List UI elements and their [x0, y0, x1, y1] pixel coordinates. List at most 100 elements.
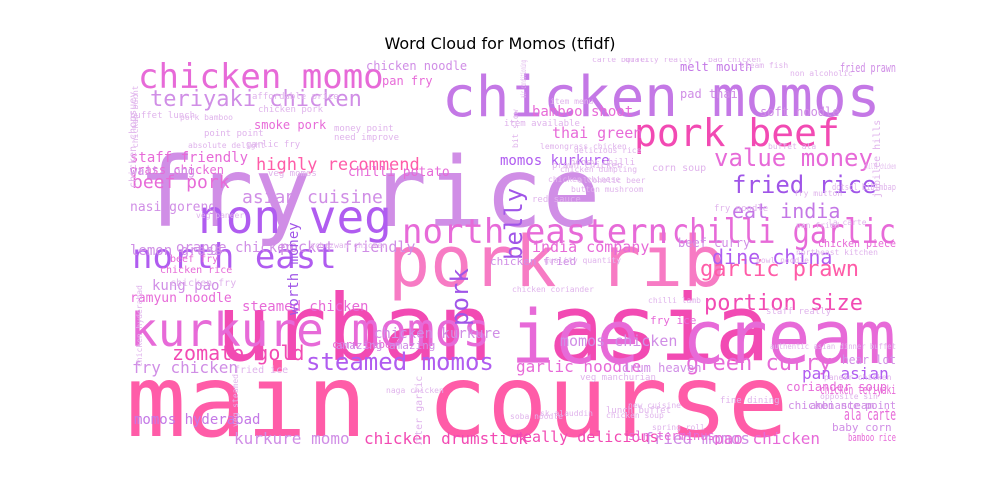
word-soba-noodle: soba noodle	[510, 412, 563, 421]
word-money-point: money point	[334, 124, 394, 134]
word-butter-garlic: butter garlic	[414, 376, 425, 445]
word-authentic-asian-dinner-buffet: authentic asian dinner buffet	[770, 342, 896, 351]
word-smoke-pork: smoke pork	[254, 118, 327, 132]
word-pork: pork	[446, 268, 474, 326]
word-chilli-potato: chilli potato	[348, 165, 450, 180]
word-chicken-chopsuey: chicken chopsuey	[128, 92, 139, 188]
word-pocket-friendly: pocket friendly	[280, 238, 415, 256]
word-ala-carte: ala carte	[844, 405, 896, 424]
word-green-curry: green curry	[686, 351, 832, 376]
word-fine-dining: fine dining	[720, 396, 780, 406]
word-urban-asia: urban asia	[216, 275, 770, 382]
word-fry-rice: fry rice	[138, 137, 600, 249]
word-chicken-fry: chicken fry	[170, 278, 236, 289]
word-fry-ice: fry ice	[650, 314, 696, 327]
word-really-delicious: really delicious	[514, 428, 659, 445]
word-jubilee-hills: jubilee hills	[872, 120, 883, 198]
word-fried-ice: fried ice	[234, 365, 288, 376]
word-chicken-pork: chicken pork	[258, 105, 324, 115]
word-ramyun-noodle: ramyun noodle	[130, 291, 232, 306]
word-veg-steamed: veg steamed	[231, 374, 240, 427]
word-pork-bamboo: pork bamboo	[180, 113, 233, 122]
word-garlic-fry: garlic fry	[246, 140, 301, 150]
word-melt-mouth: melt mouth	[680, 60, 752, 74]
word-staff-really: staff really	[766, 307, 832, 317]
word-chilli-lamb: chilli lamb	[648, 296, 701, 305]
word-bit-slow: bit slow	[511, 109, 520, 148]
word-chicken-soup: chicken soup	[606, 411, 664, 420]
word-ambiance-point: ambiance point	[810, 399, 896, 412]
word-corn-cube: corn cube	[332, 338, 392, 351]
word-bowl-noodle: bowl noodle	[756, 256, 809, 265]
word-fry-noodle: fry noodle	[714, 204, 768, 214]
word-spring-roll: spring roll	[652, 423, 705, 432]
word-lemongrass-chicken: lemongrass chicken	[540, 142, 627, 151]
word-garlic-prawn: garlic prawn	[700, 257, 859, 282]
word-veg-manchurian: veg manchurian	[580, 373, 656, 383]
word-ice-cream: ice cream	[511, 295, 896, 381]
word-carte-buffet: carte buffet	[592, 58, 650, 64]
word-chicken-coriander: chicken coriander	[512, 285, 594, 294]
word-bamboo-shoot: bamboo shoot	[532, 104, 633, 120]
word-chicken-teriyaki: chicken teriyaki	[820, 383, 896, 397]
word-bad-chicken: bad chicken	[708, 58, 761, 64]
word-fried-rice: fried rice	[732, 171, 877, 199]
word-north-east: north east	[132, 237, 337, 277]
word-kung-pao: kung pao	[152, 278, 219, 294]
word-garlic-noodle: garlic noodle	[516, 357, 641, 376]
word-quality-quantity: quality quantity	[544, 256, 621, 265]
word-pan-fry: pan fry	[382, 74, 433, 88]
word-absolute-delight: absolute delight	[188, 141, 265, 150]
word-point-point: point point	[204, 129, 264, 139]
word-naga-chicken: naga chicken	[386, 386, 444, 395]
word-pan-fried: pan fried	[796, 221, 840, 230]
word-pad-thai: pad thai	[680, 87, 738, 101]
word-delicious-rice: delicious rice	[574, 146, 642, 155]
word-veg-momos: veg momos	[268, 169, 317, 179]
word-chicken-noodle: chicken noodle	[366, 59, 467, 73]
word-corn-soup: corn soup	[652, 163, 706, 174]
word-button-mushroom: button mushroom	[571, 185, 643, 194]
word-momos-kurkure: momos kurkure	[500, 153, 610, 169]
word-dotsol-bibimbap: dotsol bibimbap	[832, 183, 896, 193]
word-red-sauce: red sauce	[532, 195, 581, 205]
word-beef-curry: beef curry	[678, 236, 750, 250]
word-steamed-chicken: steamed chicken	[242, 299, 368, 315]
word-belly: belly	[500, 188, 528, 260]
word-air-conditioning: air conditioning	[519, 60, 528, 98]
word-chilli-garlic: chilli garlic	[672, 212, 896, 252]
word-pork-beef: pork beef	[634, 111, 840, 155]
word-asian-cuisine: asian cuisine	[242, 187, 383, 208]
word-grass-chicken: grass chicken	[130, 163, 224, 177]
word-amazing-amazing: amazing amazing	[336, 339, 435, 352]
word-prawn-chicken: prawn chicken	[552, 161, 622, 171]
word-veg-paneer: veg paneer	[196, 211, 244, 220]
word-nasi-goreng: nasi goreng	[130, 200, 216, 215]
word-need-improve: need improve	[334, 133, 399, 143]
word-schezwan-chicken: schezwan chicken	[310, 241, 387, 250]
word-sk-alauddin: sk alauddin	[540, 409, 593, 418]
word-item-available: item available	[504, 119, 580, 129]
word-steam-fish: steam fish	[740, 61, 788, 70]
word-worth-money: worth money	[286, 222, 302, 315]
word-north-eastern: north eastern	[402, 212, 668, 252]
word-soft-noodle: soft noodle	[760, 105, 839, 119]
word-chicken-dumpling: chicken dumpling	[560, 165, 637, 174]
word-buffet-lunch: buffet lunch	[130, 111, 195, 121]
word-coriander-soup: coriander soup	[786, 380, 887, 394]
word-main-course: main course	[126, 343, 788, 445]
word-la-carte: la carte	[828, 218, 867, 227]
word-buffet-ala: buffet ala	[768, 142, 816, 151]
word-thai-green: thai green	[552, 124, 642, 142]
word-kurkure-momos: kurkure momos	[130, 303, 490, 357]
word-chicken-momo: chicken momo	[138, 58, 384, 97]
word-alcoholic-beer: alcoholic beer	[578, 176, 646, 185]
word-bamboo-rice: bamboo rice	[848, 431, 896, 444]
word-chicken-rice: chicken rice	[160, 265, 232, 276]
word-affordable-price: affordable price	[252, 92, 339, 102]
word-chicken-steam: chicken steam	[788, 399, 874, 412]
word-lunch-buffet: lunch buffet	[606, 406, 671, 416]
word-lemon-grass: lemon grass	[130, 243, 223, 259]
